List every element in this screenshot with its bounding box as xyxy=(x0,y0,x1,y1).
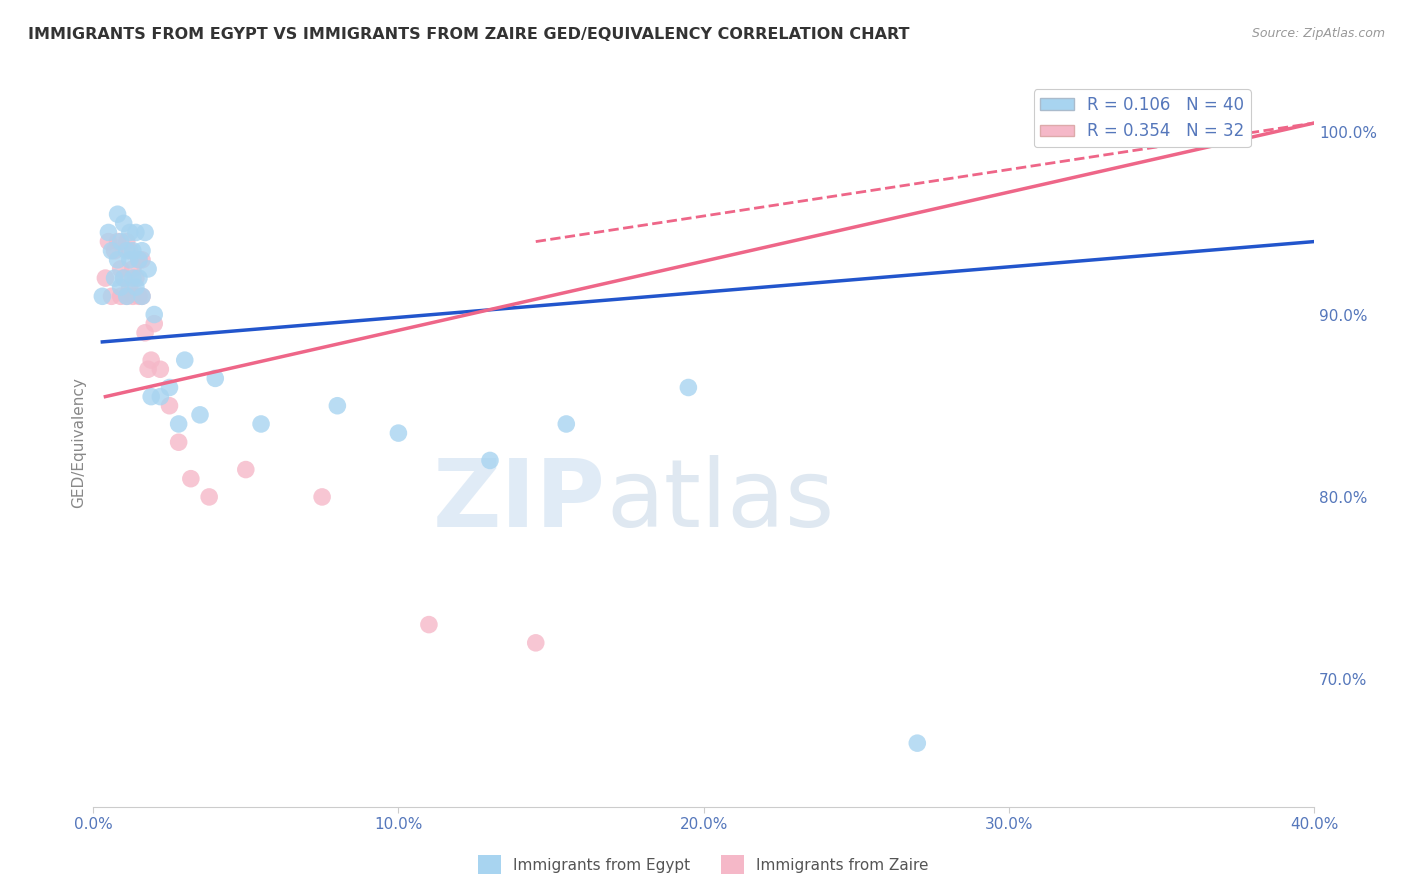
Point xyxy=(107,252,129,267)
Point xyxy=(418,617,440,632)
Point xyxy=(141,353,163,368)
Point xyxy=(110,280,132,294)
Point xyxy=(97,235,120,249)
Point xyxy=(110,289,132,303)
Point xyxy=(141,390,163,404)
Point xyxy=(107,235,129,249)
Point xyxy=(100,289,122,303)
Point xyxy=(1226,116,1249,130)
Point xyxy=(121,289,143,303)
Point xyxy=(478,453,501,467)
Point xyxy=(112,271,135,285)
Point xyxy=(326,399,349,413)
Point xyxy=(143,317,166,331)
Point xyxy=(128,289,150,303)
Point xyxy=(118,280,141,294)
Point xyxy=(136,362,159,376)
Point xyxy=(134,326,156,340)
Point xyxy=(125,271,148,285)
Point xyxy=(524,636,547,650)
Point xyxy=(131,289,153,303)
Point xyxy=(143,308,166,322)
Point xyxy=(128,271,150,285)
Point xyxy=(121,262,143,277)
Point xyxy=(125,226,148,240)
Text: IMMIGRANTS FROM EGYPT VS IMMIGRANTS FROM ZAIRE GED/EQUIVALENCY CORRELATION CHART: IMMIGRANTS FROM EGYPT VS IMMIGRANTS FROM… xyxy=(28,27,910,42)
Point xyxy=(905,736,928,750)
Point xyxy=(125,280,148,294)
Point xyxy=(107,207,129,221)
Point xyxy=(91,289,114,303)
Point xyxy=(97,226,120,240)
Point xyxy=(110,235,132,249)
Point xyxy=(555,417,578,431)
Point xyxy=(204,371,226,385)
Point xyxy=(131,289,153,303)
Point xyxy=(149,390,172,404)
Point xyxy=(118,252,141,267)
Point xyxy=(128,252,150,267)
Point xyxy=(110,262,132,277)
Point xyxy=(121,271,143,285)
Point xyxy=(167,417,190,431)
Point xyxy=(118,244,141,258)
Point xyxy=(235,462,257,476)
Point xyxy=(115,289,138,303)
Point xyxy=(115,235,138,249)
Text: ZIP: ZIP xyxy=(433,455,606,547)
Point xyxy=(128,252,150,267)
Point xyxy=(387,426,409,441)
Point xyxy=(103,244,125,258)
Legend: R = 0.106   N = 40, R = 0.354   N = 32: R = 0.106 N = 40, R = 0.354 N = 32 xyxy=(1033,89,1251,147)
Point xyxy=(159,380,181,394)
Point xyxy=(103,271,125,285)
Y-axis label: GED/Equivalency: GED/Equivalency xyxy=(72,376,86,508)
Point xyxy=(678,380,700,394)
Point xyxy=(167,435,190,450)
Point xyxy=(115,289,138,303)
Point xyxy=(188,408,211,422)
Point xyxy=(131,252,153,267)
Point xyxy=(159,399,181,413)
Point xyxy=(180,472,202,486)
Point xyxy=(134,226,156,240)
Text: atlas: atlas xyxy=(606,455,834,547)
Point xyxy=(118,226,141,240)
Point xyxy=(115,244,138,258)
Point xyxy=(94,271,117,285)
Point xyxy=(112,271,135,285)
Point xyxy=(136,262,159,277)
Point xyxy=(198,490,221,504)
Text: Source: ZipAtlas.com: Source: ZipAtlas.com xyxy=(1251,27,1385,40)
Point xyxy=(149,362,172,376)
Point xyxy=(112,216,135,230)
Legend: Immigrants from Egypt, Immigrants from Zaire: Immigrants from Egypt, Immigrants from Z… xyxy=(471,849,935,880)
Point xyxy=(250,417,273,431)
Point xyxy=(121,244,143,258)
Point xyxy=(311,490,333,504)
Point xyxy=(173,353,195,368)
Point xyxy=(100,244,122,258)
Point xyxy=(131,244,153,258)
